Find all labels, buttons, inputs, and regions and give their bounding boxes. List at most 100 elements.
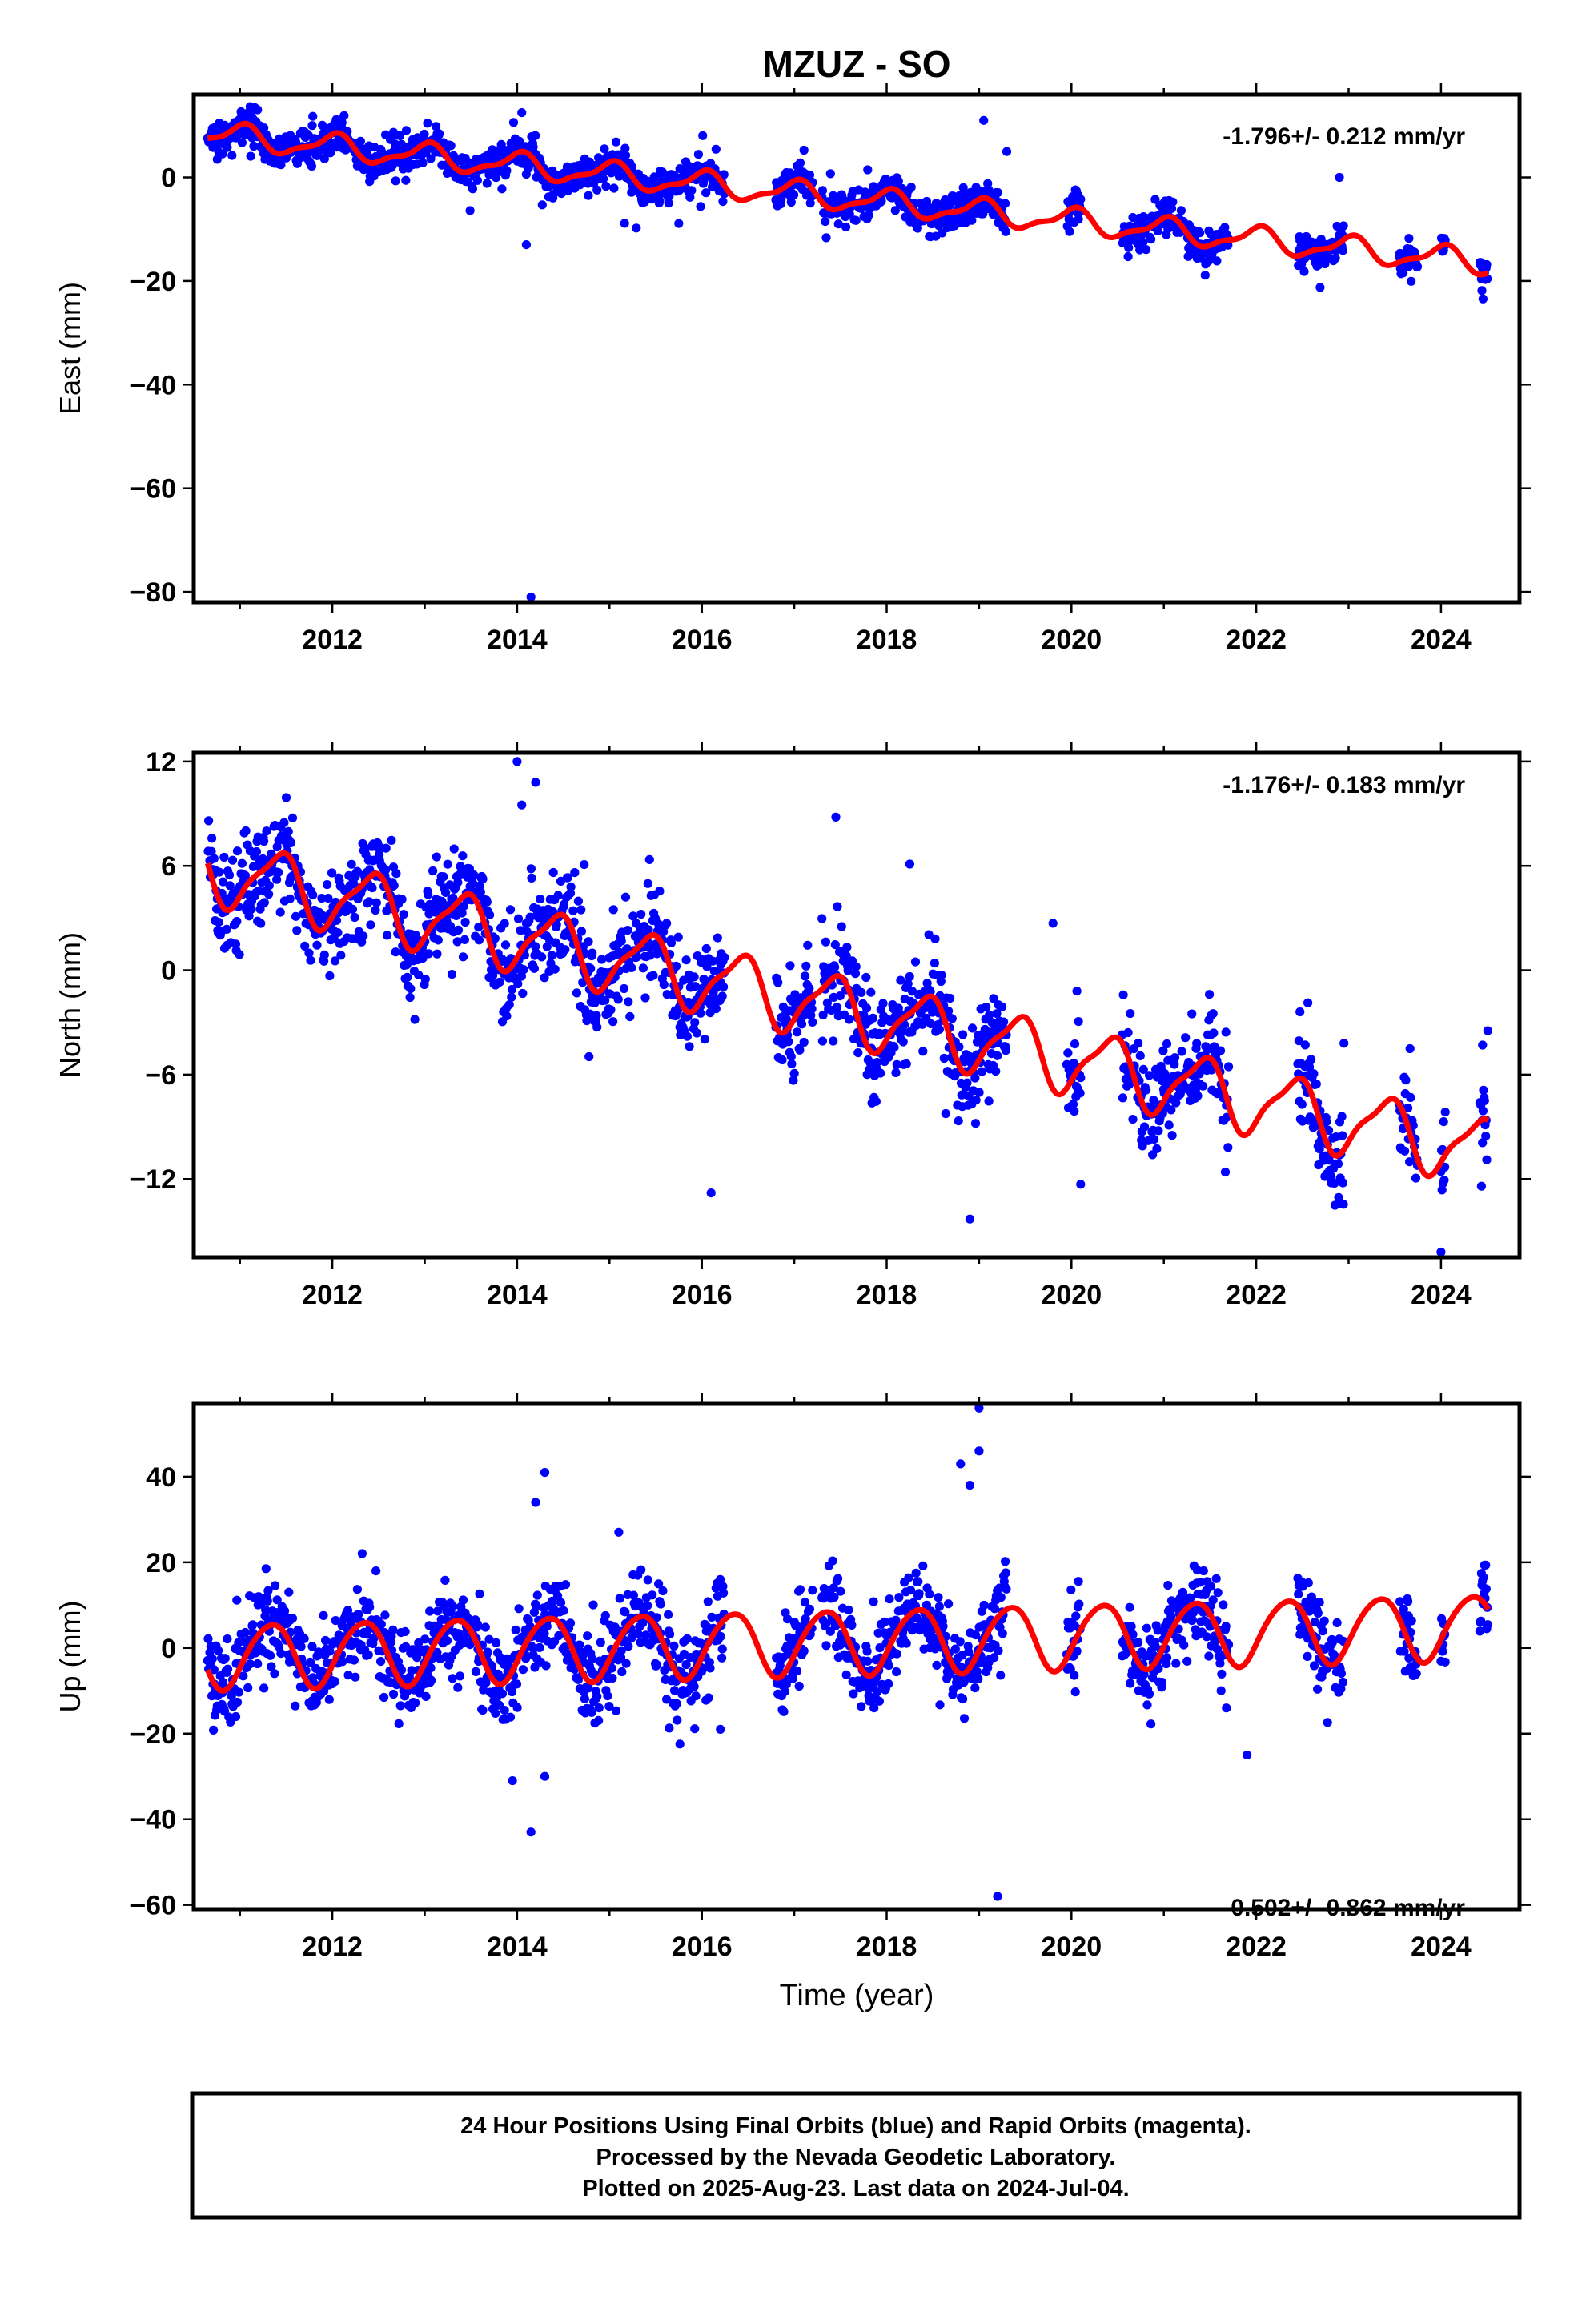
data-point	[576, 927, 587, 936]
data-point	[1303, 1651, 1312, 1661]
data-point	[584, 191, 593, 200]
data-point	[418, 158, 428, 167]
data-point	[339, 111, 349, 120]
data-point	[656, 1599, 665, 1609]
data-point	[805, 199, 815, 208]
y-tick-label: −60	[130, 1891, 176, 1921]
outlier-point	[517, 800, 527, 810]
data-point	[1171, 1098, 1181, 1108]
data-point	[347, 859, 356, 869]
data-point	[239, 1671, 248, 1681]
data-point	[1331, 253, 1340, 263]
data-point	[958, 1694, 968, 1704]
data-point	[1212, 256, 1222, 266]
outlier-point	[531, 778, 540, 787]
data-point	[1001, 199, 1010, 208]
data-point	[608, 1017, 618, 1027]
data-point	[592, 185, 602, 195]
x-tick-label: 2022	[1226, 625, 1287, 655]
data-point	[627, 963, 636, 972]
data-point	[453, 878, 463, 887]
data-point	[1338, 246, 1347, 255]
data-point	[605, 989, 615, 999]
data-point	[914, 1589, 924, 1598]
data-point	[795, 1585, 805, 1594]
data-point	[1336, 1669, 1346, 1679]
data-point	[1150, 1135, 1159, 1144]
data-point	[1187, 1009, 1197, 1019]
data-point	[600, 995, 610, 1005]
data-point	[1478, 1138, 1488, 1148]
data-point	[240, 1627, 250, 1638]
data-point	[505, 905, 516, 915]
data-point	[913, 1577, 923, 1586]
outlier-point	[531, 1498, 540, 1507]
data-point	[565, 1618, 576, 1628]
outlier-point	[521, 240, 532, 250]
data-point	[601, 182, 611, 191]
data-point	[1406, 1092, 1415, 1102]
data-point	[1479, 1085, 1488, 1095]
data-point	[592, 1023, 602, 1032]
data-point	[1075, 1088, 1085, 1098]
data-point	[232, 1697, 243, 1707]
data-point	[1221, 1622, 1231, 1631]
data-point	[497, 1689, 508, 1699]
data-point	[308, 111, 318, 121]
data-point	[619, 983, 629, 994]
data-point	[1118, 1093, 1127, 1103]
data-point	[600, 1610, 610, 1621]
data-point	[207, 834, 217, 843]
data-point	[1163, 1055, 1173, 1065]
data-point	[620, 143, 630, 153]
data-point	[958, 183, 968, 192]
data-point	[1400, 1146, 1410, 1156]
data-point	[821, 1641, 831, 1651]
data-point	[414, 970, 424, 979]
data-point	[406, 984, 416, 994]
data-point	[891, 1068, 901, 1077]
data-point	[371, 905, 380, 915]
data-point	[568, 906, 578, 915]
outlier-point	[965, 1481, 974, 1490]
data-point	[234, 1687, 244, 1697]
data-point	[1333, 1159, 1343, 1168]
data-point	[435, 129, 444, 139]
data-point	[930, 934, 940, 943]
data-point	[312, 940, 322, 950]
data-point	[1315, 1598, 1324, 1607]
data-point	[207, 846, 216, 856]
data-point	[452, 937, 462, 947]
data-point	[835, 991, 845, 1001]
data-point	[1295, 1007, 1305, 1017]
data-point	[1142, 1085, 1151, 1095]
x-tick-label: 2012	[302, 1280, 363, 1310]
data-point	[274, 867, 283, 877]
data-point	[991, 1067, 1001, 1076]
data-point	[623, 926, 632, 935]
data-point	[1332, 1618, 1342, 1627]
data-point	[596, 1638, 605, 1647]
data-point	[327, 868, 337, 878]
data-point	[548, 867, 558, 878]
data-point	[701, 943, 711, 954]
data-point	[1405, 1157, 1415, 1167]
data-point	[892, 1649, 901, 1659]
data-point	[720, 953, 729, 963]
data-point	[336, 951, 346, 960]
data-point	[655, 196, 665, 206]
data-point	[1217, 1669, 1227, 1679]
data-point	[284, 1587, 294, 1597]
data-point	[465, 206, 475, 215]
outlier-point	[512, 757, 522, 766]
data-point	[620, 892, 631, 902]
model-fit-line	[204, 850, 1491, 1180]
data-point	[1166, 1105, 1176, 1115]
data-point	[391, 869, 401, 879]
data-point	[531, 131, 540, 140]
data-point	[536, 895, 545, 904]
data-point	[529, 963, 540, 973]
data-point	[944, 1599, 954, 1609]
data-point	[939, 1053, 949, 1063]
data-point	[890, 206, 900, 215]
